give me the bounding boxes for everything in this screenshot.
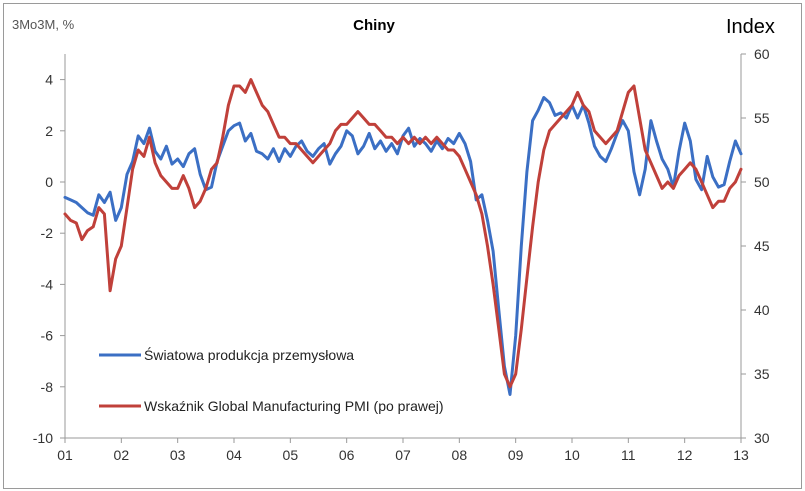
- right-axis-unit-label: Index: [726, 16, 775, 38]
- right-tick-label: 50: [754, 174, 770, 190]
- x-tick-label: 12: [677, 447, 693, 463]
- x-tick-label: 01: [57, 447, 73, 463]
- x-tick-label: 06: [339, 447, 355, 463]
- left-tick-label: -10: [33, 430, 53, 446]
- series-line-pmi: [63, 78, 743, 389]
- x-axis-ticks: 01 02 03 04 05 06 07 08 09 10 11 12 13: [57, 438, 749, 463]
- left-axis-unit-label: 3Mo3M, %: [12, 17, 75, 32]
- right-tick-label: 60: [754, 46, 770, 62]
- left-axis-ticks: 4 2 0 -2 -4 -6 -8 -10: [33, 72, 65, 446]
- left-tick-label: 0: [45, 174, 53, 190]
- x-tick-label: 09: [508, 447, 524, 463]
- x-tick-label: 10: [564, 447, 580, 463]
- left-tick-label: -2: [41, 225, 54, 241]
- left-tick-label: -4: [41, 276, 54, 292]
- right-tick-label: 40: [754, 302, 770, 318]
- x-tick-label: 07: [395, 447, 411, 463]
- right-tick-label: 35: [754, 366, 770, 382]
- left-tick-label: -6: [41, 328, 54, 344]
- right-tick-label: 30: [754, 430, 770, 446]
- chart-frame: 3Mo3M, % Chiny Index 4 2 0 -2 -4 -6 -8 -10 60 55…: [3, 3, 802, 489]
- legend-label-pmi: Wskaźnik Global Manufacturing PMI (po pr…: [144, 398, 444, 414]
- x-tick-label: 11: [621, 447, 636, 463]
- x-tick-label: 03: [170, 447, 186, 463]
- x-tick-label: 02: [114, 447, 130, 463]
- left-tick-label: 4: [45, 72, 53, 88]
- right-tick-label: 45: [754, 238, 770, 254]
- chart-title: Chiny: [353, 17, 395, 34]
- right-axis-ticks: 60 55 50 45 40 35 30: [741, 46, 770, 446]
- legend: Światowa produkcja przemysłowa Wskaźnik …: [99, 346, 444, 414]
- left-tick-label: 2: [45, 123, 53, 139]
- legend-label-production: Światowa produkcja przemysłowa: [144, 346, 354, 363]
- right-tick-label: 55: [754, 110, 770, 126]
- chart-svg: 3Mo3M, % Chiny Index 4 2 0 -2 -4 -6 -8 -10 60 55…: [12, 16, 775, 463]
- x-tick-label: 05: [283, 447, 299, 463]
- x-tick-label: 08: [452, 447, 468, 463]
- x-tick-label: 13: [733, 447, 749, 463]
- x-tick-label: 04: [226, 447, 242, 463]
- series-layer: [63, 78, 743, 396]
- left-tick-label: -8: [41, 379, 54, 395]
